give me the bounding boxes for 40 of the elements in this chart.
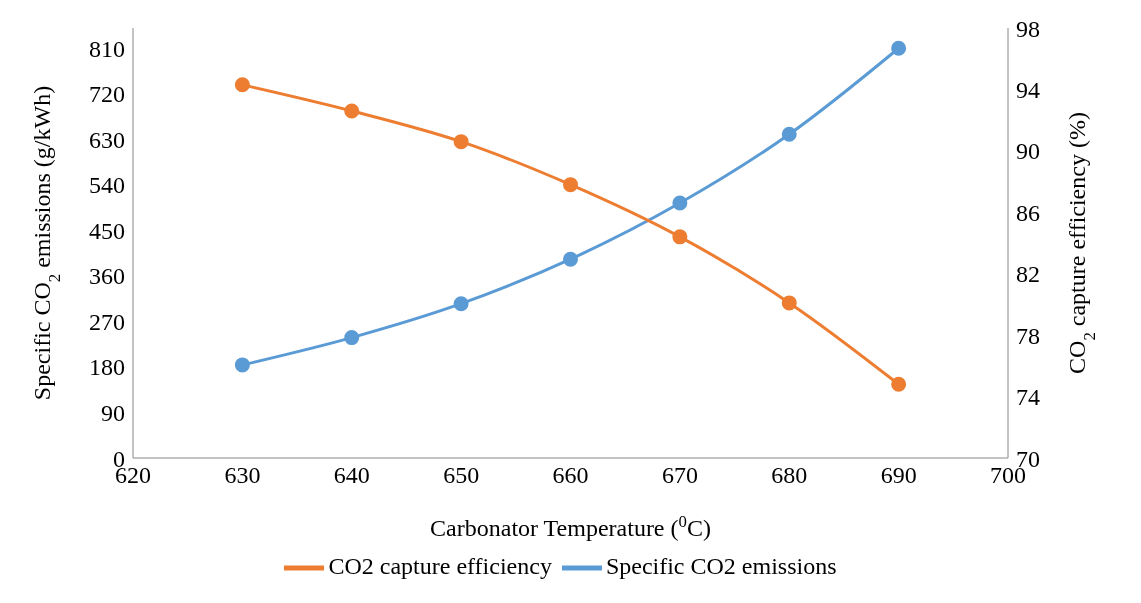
x-tick-label: 690 xyxy=(880,462,917,489)
y2-tick-label: 94 xyxy=(1016,76,1040,103)
point xyxy=(672,229,688,245)
y2-tick-label: 74 xyxy=(1016,384,1040,411)
x-tick-label: 640 xyxy=(333,462,370,489)
y2-tick-label: 78 xyxy=(1016,322,1040,349)
point xyxy=(563,177,578,193)
y-tick-label: 360 xyxy=(89,263,125,290)
point xyxy=(453,296,469,312)
point xyxy=(234,357,250,373)
y-tick-label: 270 xyxy=(89,308,125,335)
point xyxy=(563,251,578,267)
y2-tick-label: 90 xyxy=(1016,138,1040,165)
y-tick-label: 720 xyxy=(89,81,125,108)
y-tick-label: 810 xyxy=(89,35,125,62)
x-tick-label: 670 xyxy=(661,462,698,489)
point xyxy=(781,126,797,142)
point xyxy=(453,134,469,150)
point xyxy=(672,195,688,211)
point xyxy=(891,376,907,392)
y-tick-label: 90 xyxy=(101,399,125,426)
y-tick-label: 540 xyxy=(89,172,125,199)
y-tick-label: 180 xyxy=(89,354,125,381)
point xyxy=(344,330,360,346)
x-tick-label: 650 xyxy=(443,462,480,489)
point xyxy=(234,77,250,93)
point xyxy=(891,40,907,56)
y-tick-label: 630 xyxy=(89,126,125,153)
x-axis-title: Carbonator Temperature ($^{0}$C) xyxy=(430,511,711,541)
point xyxy=(781,295,797,311)
point xyxy=(344,103,360,119)
y2-tick-label: 82 xyxy=(1016,261,1040,288)
y2-tick-label: 86 xyxy=(1016,199,1040,226)
x-tick-label: 660 xyxy=(552,462,589,489)
y2-tick-label: 98 xyxy=(1016,15,1040,42)
x-tick-label: 680 xyxy=(771,462,808,489)
y-tick-label: 450 xyxy=(89,217,125,244)
legend-label: CO2 capture efficiency xyxy=(328,552,552,579)
legend-label: Specific CO2 emissions xyxy=(605,552,837,579)
x-tick-label: 630 xyxy=(224,462,261,489)
